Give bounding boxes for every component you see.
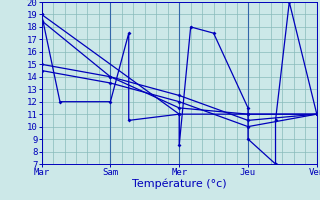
X-axis label: Température (°c): Température (°c) <box>132 179 227 189</box>
